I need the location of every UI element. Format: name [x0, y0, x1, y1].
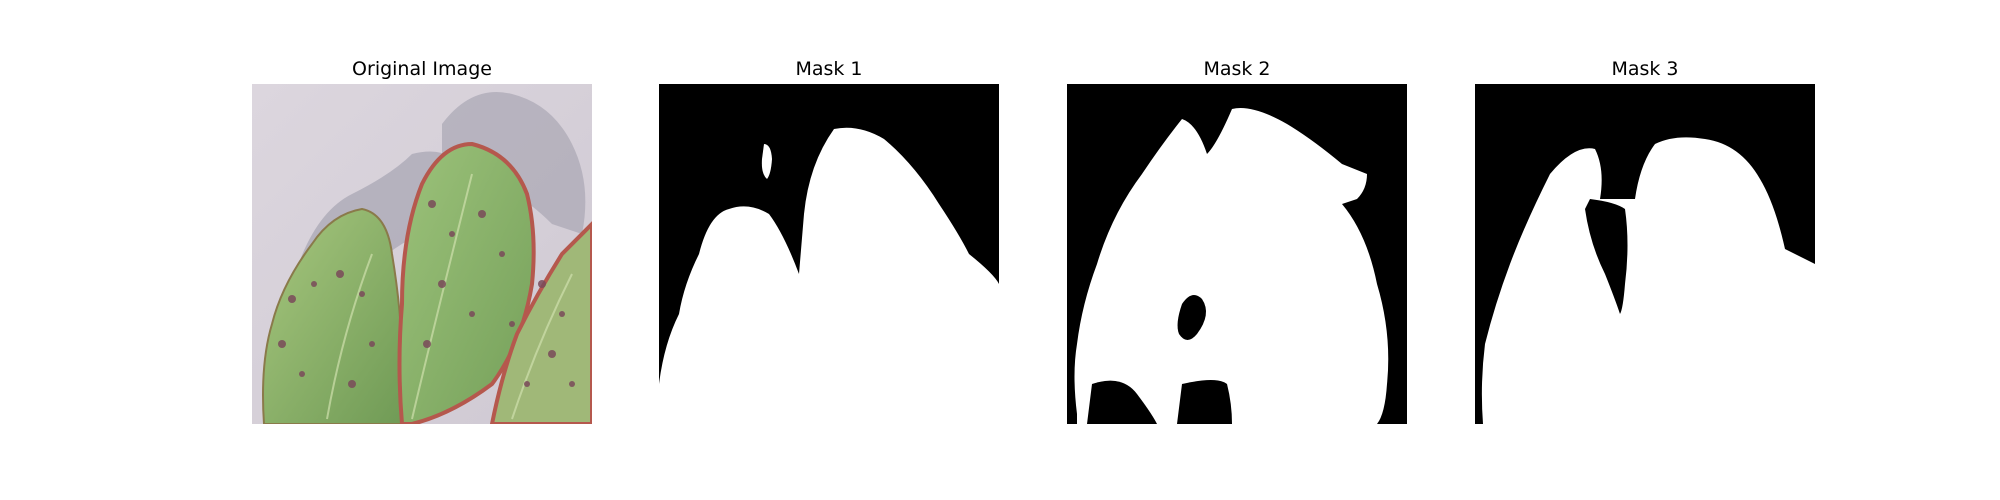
- mask-2-image: [1067, 84, 1407, 424]
- mask-1-image: [659, 84, 999, 424]
- panel-title: Mask 1: [795, 58, 863, 80]
- panel-title: Mask 2: [1203, 58, 1271, 80]
- mask-3-image: [1475, 84, 1815, 424]
- original-leaf-photo: [252, 84, 592, 424]
- panel-mask-2: Mask 2: [1067, 0, 1407, 500]
- panel-mask-3: Mask 3: [1475, 0, 1815, 500]
- panel-mask-1: Mask 1: [659, 0, 999, 500]
- panel-title: Mask 3: [1611, 58, 1679, 80]
- panel-original-image: Original Image: [252, 0, 592, 500]
- panel-title: Original Image: [352, 58, 492, 80]
